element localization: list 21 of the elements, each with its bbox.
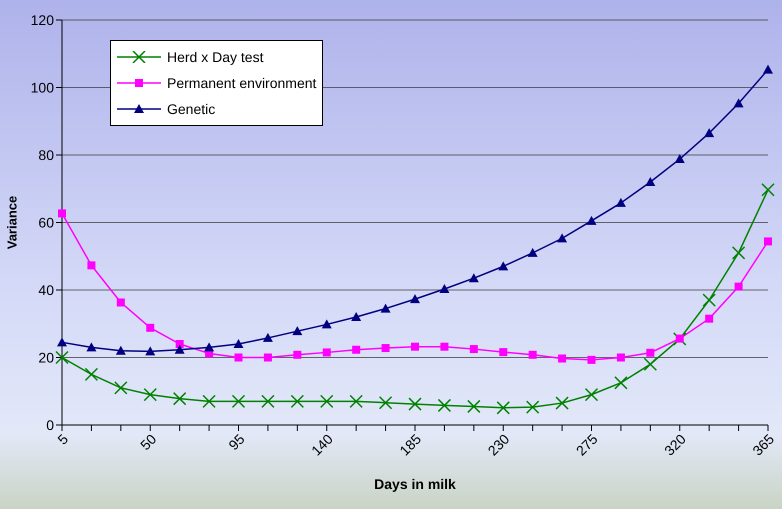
x-tick-label: 140 xyxy=(308,430,336,459)
legend-label: Genetic xyxy=(167,101,216,117)
x-tick-label: 50 xyxy=(137,430,160,454)
y-tick-label: 80 xyxy=(38,146,54,163)
x-tick-label: 275 xyxy=(572,430,601,459)
x-tick-label: 95 xyxy=(225,430,248,454)
y-axis-title: Variance xyxy=(4,196,20,250)
legend-label: Permanent environment xyxy=(167,75,316,91)
x-axis-title: Days in milk xyxy=(374,476,456,492)
y-tick-label: 0 xyxy=(46,416,54,433)
y-tick-label: 100 xyxy=(30,79,54,96)
legend-label: Herd x Day test xyxy=(167,49,264,65)
x-tick-label: 365 xyxy=(749,430,778,459)
x-tick-label: 320 xyxy=(661,430,690,459)
x-tick-label: 230 xyxy=(484,430,513,459)
y-tick-label: 20 xyxy=(38,349,54,366)
y-tick-label: 40 xyxy=(38,282,54,298)
y-tick-label: 120 xyxy=(30,12,54,28)
x-tick-label: 185 xyxy=(396,430,424,459)
x-tick-label: 5 xyxy=(54,430,72,448)
y-tick-label: 60 xyxy=(38,214,54,230)
